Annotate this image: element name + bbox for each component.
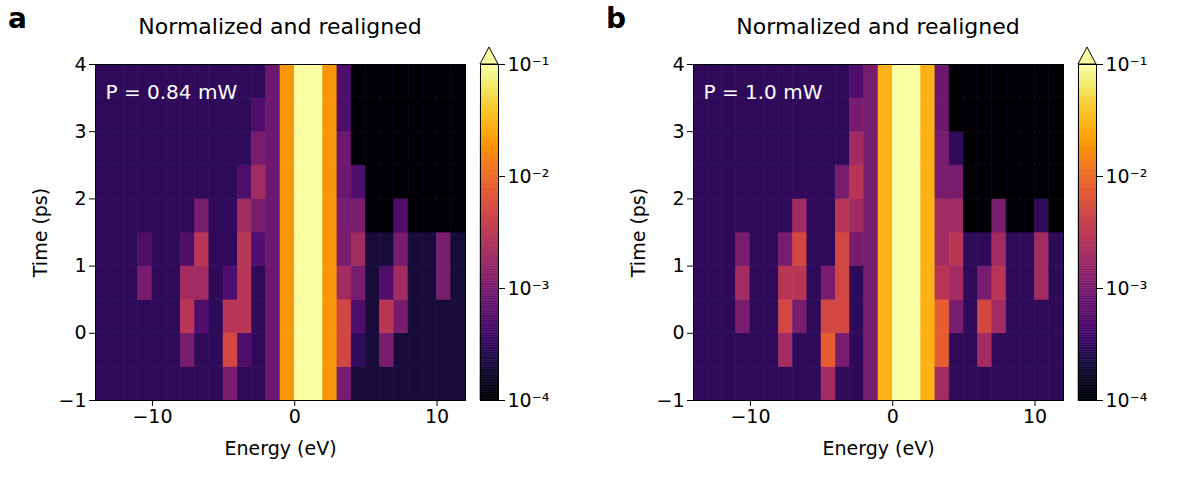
svg-text:10⁻¹: 10⁻¹ [508, 53, 550, 75]
html-text:Normalized and realigned: Normalized and realigned [138, 14, 422, 39]
html-text:a: a [8, 2, 27, 35]
svg-text:10⁻³: 10⁻³ [1106, 277, 1148, 299]
svg-text:2: 2 [672, 187, 684, 209]
svg-text:Energy (eV): Energy (eV) [224, 437, 336, 459]
svg-text:Time (ps): Time (ps) [627, 188, 649, 278]
svg-text:4: 4 [74, 53, 86, 75]
svg-text:10⁻⁴: 10⁻⁴ [508, 389, 550, 411]
svg-text:3: 3 [74, 120, 86, 142]
svg-text:−1: −1 [58, 389, 86, 411]
svg-text:10⁻¹: 10⁻¹ [1106, 53, 1148, 75]
svg-text:−10: −10 [132, 405, 172, 427]
svg-text:3: 3 [672, 120, 684, 142]
svg-text:10: 10 [1023, 405, 1047, 427]
svg-text:4: 4 [672, 53, 684, 75]
svg-text:Time (ps): Time (ps) [29, 188, 51, 278]
html-text:b: b [606, 2, 626, 35]
svg-text:−1: −1 [656, 389, 684, 411]
svg-text:1: 1 [74, 254, 86, 276]
svg-text:2: 2 [74, 187, 86, 209]
svg-text:P = 0.84 mW: P = 0.84 mW [106, 80, 238, 104]
html-text:Normalized and realigned: Normalized and realigned [736, 14, 1020, 39]
svg-text:10⁻³: 10⁻³ [508, 277, 550, 299]
svg-text:0: 0 [289, 405, 301, 427]
svg-text:1: 1 [672, 254, 684, 276]
svg-text:0: 0 [887, 405, 899, 427]
svg-text:10⁻²: 10⁻² [508, 165, 550, 187]
svg-text:10: 10 [425, 405, 449, 427]
svg-text:Energy (eV): Energy (eV) [822, 437, 934, 459]
svg-text:P = 1.0 mW: P = 1.0 mW [704, 80, 823, 104]
svg-text:0: 0 [672, 321, 684, 343]
svg-text:−10: −10 [730, 405, 770, 427]
svg-text:10⁻²: 10⁻² [1106, 165, 1148, 187]
svg-text:10⁻⁴: 10⁻⁴ [1106, 389, 1148, 411]
svg-text:0: 0 [74, 321, 86, 343]
